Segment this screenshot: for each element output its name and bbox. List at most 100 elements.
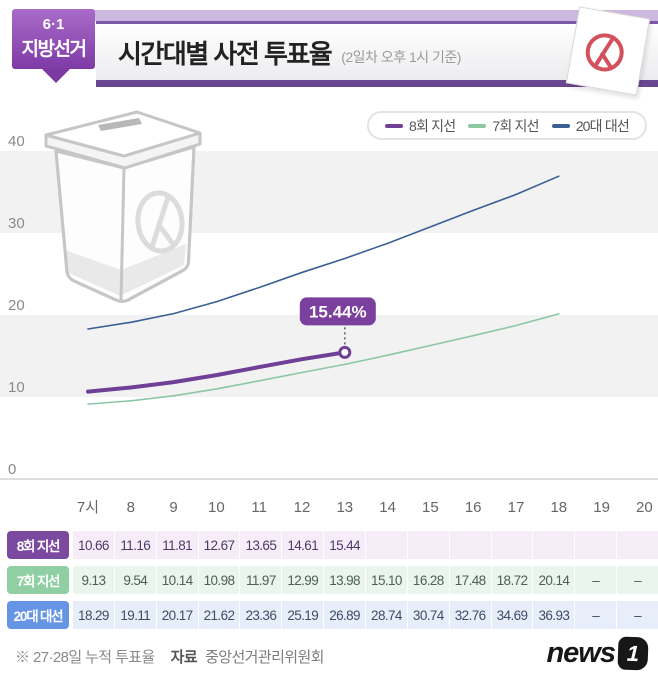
value-cell: 23.36 bbox=[239, 601, 281, 629]
value-cell: 18.72 bbox=[490, 566, 533, 594]
value-cell bbox=[490, 531, 533, 559]
svg-text:15: 15 bbox=[422, 499, 439, 516]
svg-text:12: 12 bbox=[294, 499, 311, 516]
value-cell: 15.10 bbox=[365, 566, 407, 594]
svg-text:0: 0 bbox=[8, 461, 16, 478]
value-cell: 11.16 bbox=[113, 531, 156, 559]
value-cell: 26.89 bbox=[323, 601, 365, 629]
legend-item: 8회 지선 bbox=[385, 116, 456, 136]
source-value: 중앙선거관리위원회 bbox=[205, 649, 324, 666]
row-label-badge: 8회 지선 bbox=[7, 531, 69, 559]
table-row: 20대 대선 18.29 19.11 20.17 21.62 23.36 25.19 26.8… bbox=[0, 601, 658, 629]
value-cell: 11.81 bbox=[155, 531, 198, 559]
row-values: 10.66 11.16 11.81 12.67 13.65 14.61 15.44 bbox=[73, 531, 658, 559]
svg-text:30: 30 bbox=[8, 215, 25, 232]
value-cell: 9.54 bbox=[113, 566, 156, 594]
page-title: 시간대별 사전 투표율 bbox=[118, 38, 333, 69]
value-cell: – bbox=[574, 566, 616, 594]
ballot-box-illustration bbox=[44, 110, 202, 303]
svg-text:20: 20 bbox=[636, 499, 653, 516]
value-cell: 30.74 bbox=[406, 601, 449, 629]
svg-text:17: 17 bbox=[508, 499, 525, 516]
value-cell: 15.44 bbox=[323, 531, 365, 559]
svg-text:20: 20 bbox=[8, 297, 25, 314]
source-label: 자료 bbox=[170, 649, 198, 666]
value-cell: 36.93 bbox=[532, 601, 574, 629]
legend-item: 7회 지선 bbox=[468, 116, 539, 136]
value-cell: – bbox=[574, 601, 616, 629]
row-label-badge: 20대 대선 bbox=[7, 601, 69, 629]
value-cell: 10.66 bbox=[78, 537, 109, 553]
series-swatch-icon bbox=[551, 123, 570, 128]
badge-tail bbox=[42, 69, 70, 83]
logo-one-badge: 1 bbox=[617, 636, 649, 671]
legend-label: 8회 지선 bbox=[409, 117, 456, 134]
value-cell: 32.76 bbox=[448, 601, 491, 629]
svg-text:40: 40 bbox=[8, 133, 25, 150]
table-row: 7회 지선 9.13 9.54 10.14 10.98 11.97 12.99 13.98 15… bbox=[0, 566, 658, 594]
chart-legend: 8회 지선 7회 지선 20대 대선 bbox=[367, 111, 647, 140]
value-cell: 20.17 bbox=[155, 601, 198, 629]
series-swatch-icon bbox=[385, 123, 404, 128]
value-cell: 10.14 bbox=[155, 566, 198, 594]
value-cell: 20.14 bbox=[532, 566, 574, 594]
ballot-stamp-icon bbox=[565, 6, 651, 96]
badge-date: 6·1 bbox=[42, 16, 65, 33]
page-subtitle: (2일차 오후 1시 기준) bbox=[341, 48, 461, 65]
badge-name: 지방선거 bbox=[21, 39, 87, 60]
value-cell: 18.29 bbox=[78, 607, 109, 623]
vote-stamp-mark-icon bbox=[585, 33, 624, 72]
svg-text:14: 14 bbox=[379, 499, 396, 516]
value-cell: 9.13 bbox=[81, 572, 106, 588]
value-cell bbox=[448, 531, 491, 559]
value-cell: 12.99 bbox=[281, 566, 323, 594]
value-cell bbox=[406, 531, 449, 559]
value-cell: 16.28 bbox=[406, 566, 449, 594]
value-cell: 11.97 bbox=[239, 566, 281, 594]
value-cell: – bbox=[616, 566, 658, 594]
value-cell bbox=[532, 531, 574, 559]
news1-logo: news 1 bbox=[546, 636, 649, 671]
svg-text:7시: 7시 bbox=[77, 499, 99, 516]
row-values: 18.29 19.11 20.17 21.62 23.36 25.19 26.89 28.74… bbox=[73, 601, 658, 629]
series-swatch-icon bbox=[468, 123, 487, 128]
svg-text:16: 16 bbox=[465, 499, 482, 516]
legend-label: 7회 지선 bbox=[492, 117, 539, 134]
value-cell: 28.74 bbox=[365, 601, 407, 629]
value-cell: 14.61 bbox=[281, 531, 323, 559]
svg-text:19: 19 bbox=[593, 499, 610, 516]
value-cell: 21.62 bbox=[197, 601, 240, 629]
value-cell: 19.11 bbox=[113, 601, 156, 629]
box-stamp-mark-icon bbox=[135, 190, 185, 254]
svg-text:18: 18 bbox=[550, 499, 567, 516]
header-top-band bbox=[92, 10, 658, 21]
legend-label: 20대 대선 bbox=[575, 117, 630, 134]
logo-wordmark: news bbox=[546, 637, 616, 669]
svg-text:10: 10 bbox=[208, 499, 225, 516]
svg-text:15.44%: 15.44% bbox=[309, 302, 367, 321]
svg-text:8: 8 bbox=[127, 499, 135, 516]
value-cell: 13.98 bbox=[323, 566, 365, 594]
footnote: ※ 27·28일 누적 투표율 bbox=[15, 649, 155, 666]
value-cell: 34.69 bbox=[490, 601, 533, 629]
data-table: 8회 지선 10.66 11.16 11.81 12.67 13.65 14.61 15.44… bbox=[0, 531, 658, 629]
footer-text: ※ 27·28일 누적 투표율 자료 중앙선거관리위원회 bbox=[15, 646, 324, 667]
svg-text:10: 10 bbox=[8, 379, 25, 396]
svg-text:9: 9 bbox=[169, 499, 177, 516]
value-cell: – bbox=[616, 601, 658, 629]
value-cell: 17.48 bbox=[448, 566, 491, 594]
value-cell bbox=[616, 531, 658, 559]
table-row: 8회 지선 10.66 11.16 11.81 12.67 13.65 14.61 15.44 bbox=[0, 531, 658, 559]
value-cell: 13.65 bbox=[239, 531, 281, 559]
value-cell: 25.19 bbox=[281, 601, 323, 629]
value-cell: 10.98 bbox=[197, 566, 240, 594]
election-badge: 6·1 지방선거 bbox=[12, 9, 95, 83]
legend-item: 20대 대선 bbox=[551, 116, 630, 136]
row-label-badge: 7회 지선 bbox=[7, 566, 69, 594]
svg-text:13: 13 bbox=[336, 499, 353, 516]
value-cell bbox=[574, 531, 616, 559]
value-cell: 12.67 bbox=[197, 531, 240, 559]
svg-text:11: 11 bbox=[251, 499, 267, 516]
title-bar: 시간대별 사전 투표율 (2일차 오후 1시 기준) bbox=[96, 21, 658, 87]
